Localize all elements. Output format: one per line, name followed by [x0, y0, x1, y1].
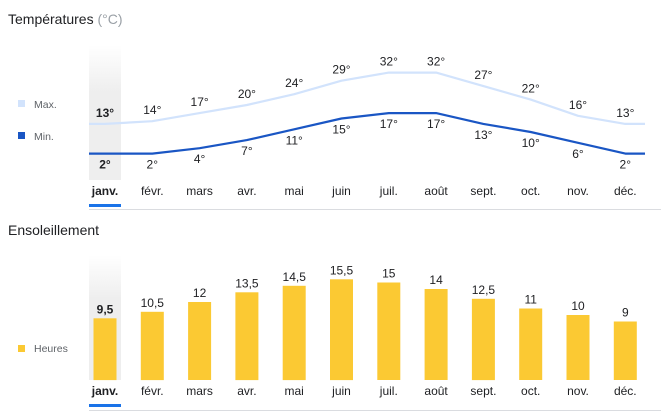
month-tick-label-sunshine[interactable]: janv.	[91, 384, 118, 398]
max-temp-label: 29°	[332, 63, 350, 77]
legend-max-label: Max.	[34, 99, 57, 111]
sunshine-bar	[613, 321, 637, 380]
month-tick-label[interactable]: juil.	[379, 184, 398, 198]
month-tick-label[interactable]: mai	[285, 184, 304, 198]
month-tick-label[interactable]: sept.	[470, 184, 496, 198]
max-temp-label: 16°	[569, 98, 587, 112]
month-tick-label[interactable]: juin	[331, 184, 351, 198]
month-tick-label-sunshine[interactable]: août	[424, 384, 448, 398]
min-temp-label: 10°	[522, 136, 540, 150]
sunshine-value-label: 14,5	[283, 270, 307, 284]
temperature-unit: (°C)	[97, 11, 122, 27]
sunshine-bar	[566, 315, 590, 380]
legend-hours-swatch	[18, 345, 25, 352]
max-temp-label: 32°	[427, 55, 445, 69]
month-tick-label[interactable]: mars	[186, 184, 213, 198]
sunshine-title: Ensoleillement	[8, 222, 99, 238]
month-tick-label-sunshine[interactable]: févr.	[141, 384, 164, 398]
month-tick-label-sunshine[interactable]: mars	[186, 384, 213, 398]
sunshine-bar	[330, 279, 353, 381]
min-temp-label: 17°	[380, 117, 398, 131]
month-tick-label[interactable]: août	[424, 184, 448, 198]
sunshine-value-label: 14	[429, 273, 443, 287]
month-tick-label-sunshine[interactable]: nov.	[567, 384, 589, 398]
min-temp-label: 2°	[99, 158, 111, 172]
min-temp-label: 2°	[620, 158, 632, 172]
min-temp-label: 13°	[474, 128, 492, 142]
min-temp-label: 2°	[147, 158, 159, 172]
sunshine-value-label: 12,5	[472, 283, 496, 297]
max-temp-label: 20°	[238, 87, 256, 101]
sunshine-bar	[377, 282, 401, 380]
month-tick-label-sunshine[interactable]: juin	[331, 384, 351, 398]
sunshine-value-label: 10,5	[141, 296, 165, 310]
legend-min: Min.	[18, 131, 54, 143]
legend-max: Max.	[18, 99, 57, 111]
month-tick-label-sunshine[interactable]: mai	[285, 384, 304, 398]
max-temp-label: 13°	[96, 106, 114, 120]
max-temp-label: 32°	[380, 55, 398, 69]
min-temp-label: 6°	[572, 147, 584, 161]
min-temp-label: 4°	[194, 152, 206, 166]
month-tick-label-sunshine[interactable]: juil.	[379, 384, 398, 398]
max-temp-label: 22°	[522, 82, 540, 96]
legend-hours-label: Heures	[34, 343, 68, 355]
sunshine-value-label: 9	[622, 306, 629, 320]
max-temp-label: 14°	[143, 103, 161, 117]
month-tick-label-sunshine[interactable]: sept.	[470, 384, 496, 398]
sunshine-value-label: 12	[193, 286, 207, 300]
sunshine-value-label: 11	[524, 293, 537, 307]
min-temp-label: 15°	[332, 123, 350, 137]
legend-min-label: Min.	[34, 131, 54, 143]
sunshine-value-label: 15	[382, 267, 396, 281]
sunshine-bar	[235, 292, 259, 381]
legend-min-swatch	[18, 132, 25, 139]
month-tick-label[interactable]: déc.	[614, 184, 637, 198]
month-tick-label-sunshine[interactable]: déc.	[614, 384, 637, 398]
sunshine-bar	[93, 318, 117, 381]
sunshine-value-label: 10	[571, 299, 585, 313]
month-tick-label-sunshine[interactable]: avr.	[237, 384, 256, 398]
sunshine-value-label: 9,5	[97, 302, 114, 316]
month-tick-label[interactable]: oct.	[521, 184, 540, 198]
min-temp-label: 7°	[241, 144, 253, 158]
month-tick-label[interactable]: janv.	[91, 184, 118, 198]
legend-max-swatch	[18, 100, 25, 107]
min-temp-label: 11°	[286, 133, 303, 147]
selected-month-indicator	[89, 204, 121, 207]
month-tick-label[interactable]: févr.	[141, 184, 164, 198]
temperatures-title: Températures (°C)	[8, 11, 123, 27]
max-temp-label: 13°	[616, 106, 634, 120]
sunshine-value-label: 13,5	[235, 276, 259, 290]
series-line-min	[89, 112, 645, 155]
month-tick-label-sunshine[interactable]: oct.	[521, 384, 540, 398]
min-temp-label: 17°	[427, 117, 445, 131]
sunshine-bar	[188, 302, 212, 380]
sunshine-value-label: 15,5	[330, 263, 354, 277]
max-temp-label: 27°	[474, 68, 492, 82]
series-line-max	[89, 71, 645, 125]
legend-hours: Heures	[18, 343, 68, 355]
sunshine-bar	[471, 298, 495, 381]
sunshine-bar	[424, 289, 448, 380]
sunshine-bar	[519, 308, 543, 380]
month-tick-label[interactable]: nov.	[567, 184, 589, 198]
sunshine-bar	[140, 311, 164, 381]
sunshine-bar	[282, 285, 306, 381]
max-temp-label: 17°	[191, 95, 209, 109]
selected-month-highlight	[89, 45, 121, 180]
selected-month-indicator-sunshine	[89, 404, 121, 407]
month-tick-label[interactable]: avr.	[237, 184, 256, 198]
max-temp-label: 24°	[285, 76, 303, 90]
